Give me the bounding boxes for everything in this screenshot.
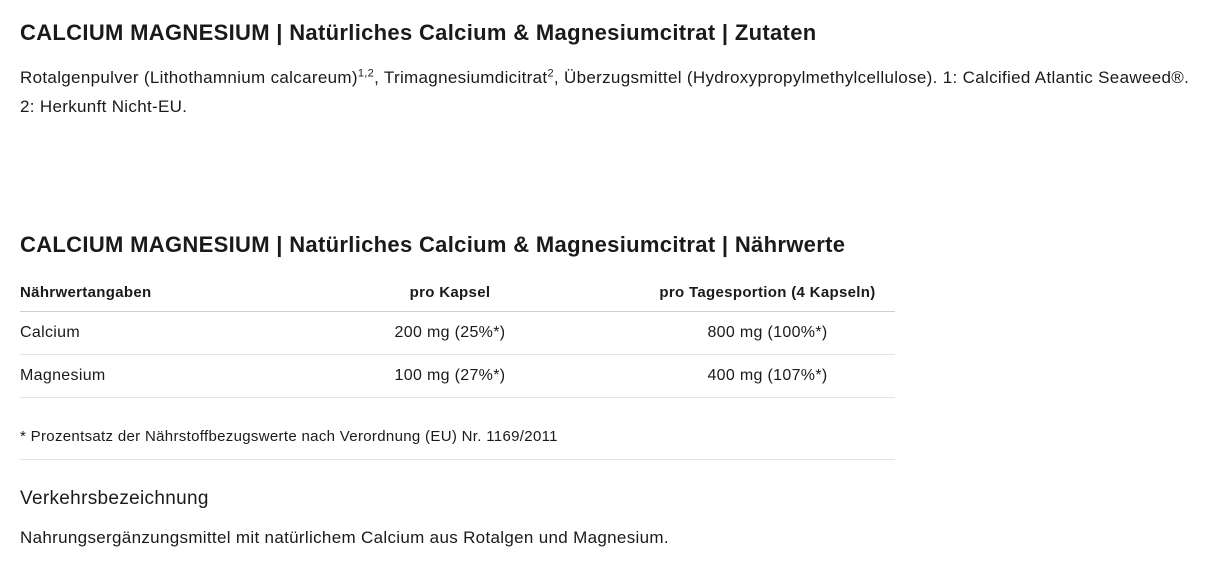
cell-name: Calcium: [20, 311, 300, 354]
product-description: Nahrungsergänzungsmittel mit natürlichem…: [20, 528, 1204, 548]
cell-portion: 400 mg (107%*): [560, 354, 895, 397]
footnote-text: * Prozentsatz der Nährstoffbezugswerte n…: [20, 397, 895, 459]
header-name: Nährwertangaben: [20, 276, 300, 312]
superscript-1: 1,2: [358, 67, 374, 79]
header-portion: pro Tagesportion (4 Kapseln): [560, 276, 895, 312]
ingredients-heading: CALCIUM MAGNESIUM | Natürliches Calcium …: [20, 20, 1204, 46]
nutrition-table: Nährwertangaben pro Kapsel pro Tagesport…: [20, 276, 895, 460]
cell-name: Magnesium: [20, 354, 300, 397]
table-row: Magnesium 100 mg (27%*) 400 mg (107%*): [20, 354, 895, 397]
ingredients-part1: Rotalgenpulver (Lithothamnium calcareum): [20, 68, 358, 87]
ingredients-text: Rotalgenpulver (Lithothamnium calcareum)…: [20, 64, 1200, 122]
product-designation-heading: Verkehrsbezeichnung: [20, 488, 1204, 510]
cell-portion: 800 mg (100%*): [560, 311, 895, 354]
ingredients-part2: , Trimagnesiumdicitrat: [374, 68, 547, 87]
header-capsule: pro Kapsel: [300, 276, 560, 312]
cell-capsule: 200 mg (25%*): [300, 311, 560, 354]
nutrition-heading: CALCIUM MAGNESIUM | Natürliches Calcium …: [20, 232, 1204, 258]
table-row: Calcium 200 mg (25%*) 800 mg (100%*): [20, 311, 895, 354]
cell-capsule: 100 mg (27%*): [300, 354, 560, 397]
table-header-row: Nährwertangaben pro Kapsel pro Tagesport…: [20, 276, 895, 312]
table-footnote-row: * Prozentsatz der Nährstoffbezugswerte n…: [20, 397, 895, 459]
